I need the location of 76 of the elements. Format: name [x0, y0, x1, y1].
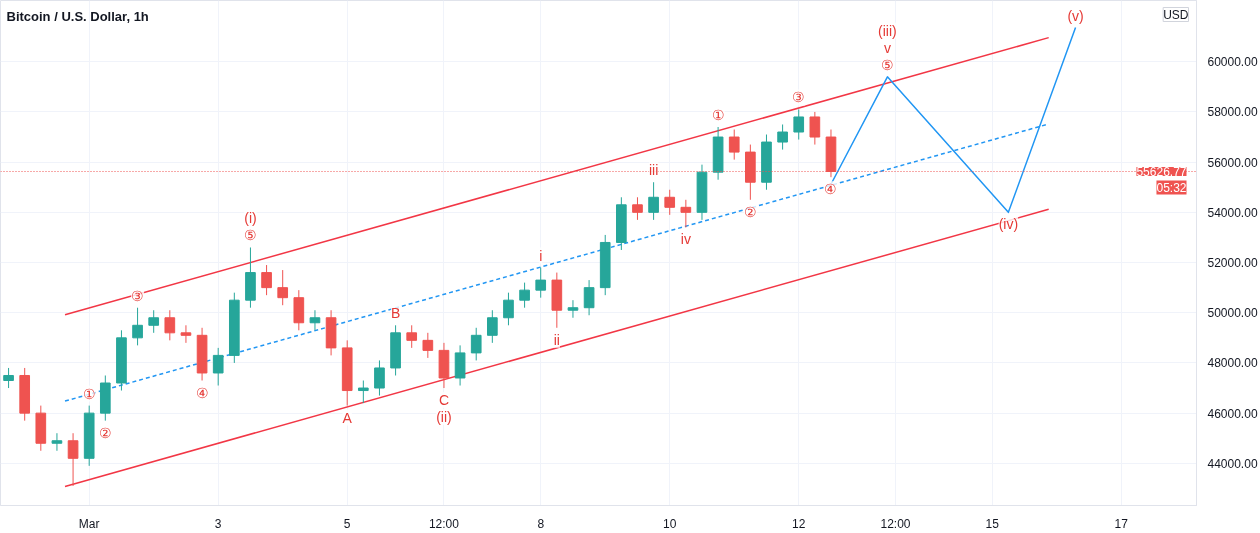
candlestick: [374, 359, 385, 397]
annotation: ④: [824, 181, 838, 198]
candlestick: [309, 309, 321, 331]
candlestick: [164, 309, 176, 341]
y-tick-label: 58000.00: [1207, 105, 1258, 120]
candlestick: [357, 380, 369, 404]
annotation: ②: [98, 424, 112, 441]
annotation: C: [438, 392, 450, 409]
annotation: ③: [792, 89, 806, 106]
candlestick: [422, 332, 434, 359]
annotation: ①: [82, 385, 96, 402]
annotation: ③: [131, 287, 145, 304]
annotation: (i): [244, 210, 257, 227]
candlestick: [793, 108, 805, 141]
annotation: (ii): [436, 409, 452, 426]
annotation: (v): [1067, 7, 1084, 24]
candlestick: [261, 264, 272, 296]
annotation: ②: [743, 203, 757, 220]
candlestick: [809, 111, 821, 146]
candlestick: [180, 324, 192, 344]
candlestick: [535, 267, 547, 299]
annotation: ①: [711, 107, 725, 123]
y-tick-label: 44000.00: [1207, 456, 1258, 471]
annotation: (iii): [878, 22, 897, 39]
annotation: ii: [553, 331, 560, 348]
x-tick-label: 12: [792, 516, 806, 531]
candlestick: [406, 324, 418, 349]
candlestick: [67, 432, 79, 487]
annotation: i: [539, 247, 543, 264]
candlestick: [583, 279, 595, 316]
candlestick: [519, 282, 530, 309]
y-tick-label: 46000.00: [1207, 406, 1258, 421]
candlestick: [632, 196, 643, 221]
candlestick: [664, 189, 676, 216]
x-tick-label: 17: [1114, 516, 1129, 531]
annotation: USD: [1163, 7, 1189, 22]
annotation: v: [883, 39, 891, 56]
annotation: ⑤: [880, 56, 894, 73]
y-tick-label: 56000.00: [1207, 155, 1258, 170]
y-tick-label: 52000.00: [1207, 256, 1258, 271]
x-tick-label: Mar: [78, 516, 100, 531]
annotation: 05:32: [1156, 180, 1187, 195]
y-tick-label: 60000.00: [1207, 55, 1258, 70]
x-tick-label: 3: [214, 516, 222, 531]
candlestick: [132, 307, 143, 346]
x-tick-label: 12:00: [428, 516, 460, 531]
candlestick: [487, 309, 498, 344]
annotation: iii: [648, 162, 659, 179]
candlestick: [567, 299, 579, 319]
annotation: ⑤: [243, 227, 257, 244]
annotation: (iv): [998, 216, 1019, 233]
candlestick: [3, 367, 14, 389]
ref-line-label: 55626.77: [1136, 165, 1187, 180]
candlestick: [212, 347, 224, 387]
y-tick-label: 50000.00: [1207, 306, 1258, 321]
annotation: A: [342, 409, 353, 426]
candlestick: [277, 269, 289, 306]
candlestick: [648, 181, 659, 221]
candlestick: [470, 327, 482, 361]
y-tick-label: 54000.00: [1207, 205, 1258, 220]
x-tick-label: 15: [985, 516, 1000, 531]
candlestick: [728, 129, 740, 161]
text: Bitcoin / U.S. Dollar, 1h: [6, 9, 149, 24]
annotation: B: [390, 305, 401, 322]
annotation: ④: [195, 384, 209, 401]
x-tick-label: 8: [537, 516, 545, 531]
candlestick: [148, 309, 160, 334]
candlestick: [51, 432, 63, 452]
annotation: iv: [680, 231, 691, 248]
x-tick-label: 10: [663, 516, 677, 531]
y-tick-label: 48000.00: [1207, 356, 1258, 371]
candlestick: [777, 123, 788, 151]
candlestick: [680, 199, 692, 228]
x-tick-label: 5: [343, 516, 351, 531]
x-tick-label: 12:00: [880, 516, 911, 531]
candlestick: [503, 292, 514, 326]
